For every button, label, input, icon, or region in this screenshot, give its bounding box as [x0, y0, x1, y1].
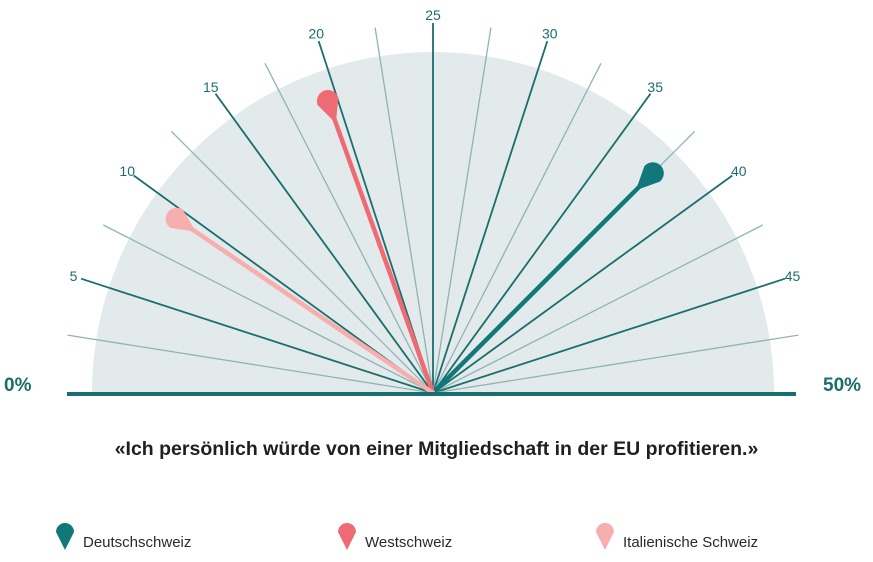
minor-ray: [432, 224, 763, 394]
axis-min-label: 0%: [4, 375, 32, 396]
needle-line: [182, 222, 436, 396]
needle-westschweiz: [316, 89, 436, 396]
minor-ray: [264, 63, 434, 394]
legend-marker-icon: [56, 522, 74, 550]
major-ray: [80, 277, 434, 394]
legend-label: Westschweiz: [365, 534, 453, 551]
needle-line: [329, 108, 436, 396]
tick-label: 30: [542, 26, 558, 42]
tick-label: 35: [647, 79, 663, 95]
major-ray: [432, 174, 733, 394]
gauge-chart: 5 10 15 20 25 30 35 40 45 0% 50%: [4, 7, 861, 396]
needle-pin-icon: [165, 207, 196, 232]
needle-pin-icon: [635, 162, 664, 191]
minor-ray: [374, 27, 434, 394]
tick-label: 15: [203, 79, 219, 95]
major-ray: [432, 277, 786, 394]
minor-ray: [170, 130, 434, 394]
legend-marker-icon: [596, 522, 614, 550]
major-ray: [432, 93, 652, 394]
tick-label: 20: [308, 26, 324, 42]
legend-marker-icon: [338, 522, 356, 550]
minor-ray: [432, 27, 492, 394]
tick-label: 10: [119, 163, 135, 179]
needle-deutschschweiz: [430, 162, 664, 396]
chart-title: «Ich persönlich würde von einer Mitglied…: [114, 438, 759, 460]
minor-ray: [67, 334, 434, 394]
axis-max-label: 50%: [823, 375, 861, 396]
needle-pin-icon: [316, 89, 339, 124]
legend: Deutschschweiz Westschweiz Italienische …: [0, 520, 873, 560]
major-ray: [214, 93, 434, 394]
tick-label: 40: [731, 163, 747, 179]
minor-ray: [432, 63, 602, 394]
needle-italienische-schweiz: [165, 207, 436, 396]
major-ray: [432, 40, 549, 394]
tick-label: 5: [70, 268, 78, 284]
minor-ray: [432, 334, 799, 394]
gauge-needles: [165, 89, 664, 396]
tick-label: 25: [425, 7, 441, 23]
legend-label: Italienische Schweiz: [623, 534, 759, 551]
tick-label: 45: [785, 268, 801, 284]
legend-label: Deutschschweiz: [83, 534, 192, 551]
minor-ray: [103, 224, 434, 394]
gauge-tick-labels: 5 10 15 20 25 30 35 40 45: [70, 7, 801, 284]
needle-line: [430, 178, 648, 396]
